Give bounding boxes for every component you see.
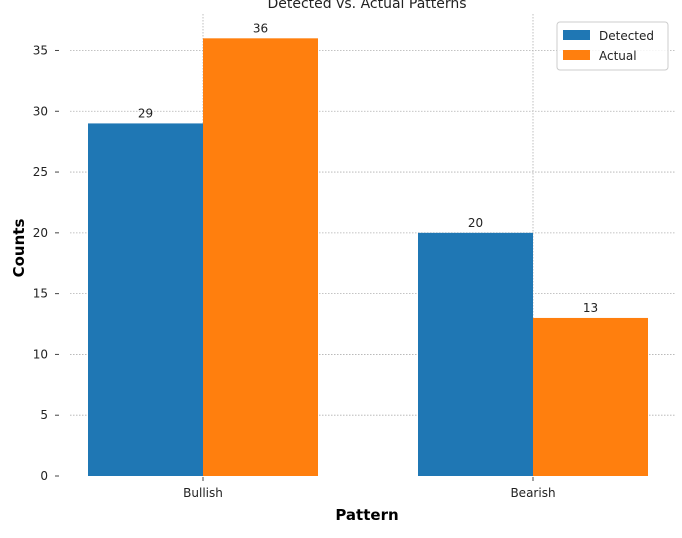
y-tick-label: 10 bbox=[33, 347, 48, 361]
data-labels: 29 36 20 13 bbox=[138, 21, 598, 315]
y-tick-label: 0 bbox=[40, 469, 48, 483]
y-axis-title: Counts bbox=[10, 219, 28, 278]
x-axis-title: Pattern bbox=[335, 506, 398, 524]
x-axis: Bullish Bearish bbox=[183, 477, 556, 500]
bar-actual-bullish bbox=[203, 38, 318, 476]
data-label: 13 bbox=[583, 301, 598, 315]
legend-label-actual: Actual bbox=[599, 49, 637, 63]
legend-label-detected: Detected bbox=[599, 29, 654, 43]
bar-actual-bearish bbox=[533, 317, 648, 476]
y-tick-label: 30 bbox=[33, 104, 48, 118]
data-label: 29 bbox=[138, 106, 153, 120]
bar-detected-bearish bbox=[418, 232, 533, 476]
legend-swatch-actual bbox=[563, 50, 590, 60]
data-label: 20 bbox=[468, 216, 483, 230]
x-tick-label: Bearish bbox=[510, 486, 555, 500]
y-tick-label: 35 bbox=[33, 43, 48, 57]
y-tick-label: 25 bbox=[33, 165, 48, 179]
data-label: 36 bbox=[253, 21, 268, 35]
y-tick-label: 15 bbox=[33, 287, 48, 301]
bars bbox=[88, 38, 648, 476]
x-tick-label: Bullish bbox=[183, 486, 223, 500]
y-axis: 0 5 10 15 20 25 30 35 bbox=[33, 43, 59, 483]
legend-swatch-detected bbox=[563, 30, 590, 40]
bar-detected-bullish bbox=[88, 123, 203, 476]
chart-title: Detected vs. Actual Patterns bbox=[267, 0, 466, 12]
legend: Detected Actual bbox=[556, 21, 669, 71]
y-tick-label: 5 bbox=[40, 408, 48, 422]
y-tick-label: 20 bbox=[33, 226, 48, 240]
